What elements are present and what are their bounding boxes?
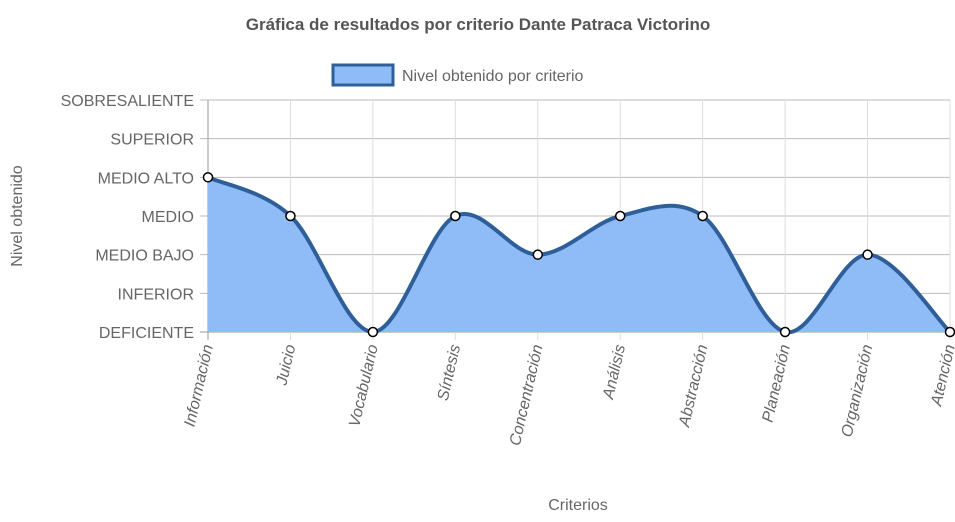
x-tick-label: Atención <box>928 343 955 409</box>
x-tick-label: Organización <box>839 343 877 439</box>
x-tick-label: Planeación <box>760 343 794 424</box>
y-tick-label: INFERIOR <box>118 286 194 303</box>
legend-label[interactable]: Nivel obtenido por criterio <box>402 68 584 85</box>
y-tick-labels: DEFICIENTE INFERIOR MEDIO BAJO MEDIO MEDIO A… <box>61 93 194 342</box>
x-tick-label: Síntesis <box>435 343 464 402</box>
data-point[interactable] <box>614 210 626 222</box>
y-axis-title: Nivel obtenido <box>9 165 26 267</box>
x-tick-label: Información <box>182 343 217 428</box>
y-tick-label: DEFICIENTE <box>99 325 194 342</box>
legend-swatch[interactable] <box>331 63 395 87</box>
data-point[interactable] <box>450 210 461 222</box>
data-point[interactable] <box>367 326 379 338</box>
data-point[interactable] <box>202 172 214 183</box>
y-tick-label: MEDIO ALTO <box>98 170 194 187</box>
data-point[interactable] <box>532 249 544 260</box>
chart-title: Gráfica de resultados por criterio Dante… <box>246 15 711 34</box>
plot-area <box>206 175 952 335</box>
x-tick-label: Juicio <box>273 343 299 388</box>
x-tick-label: Vocabulario <box>346 343 381 429</box>
y-tick-label: MEDIO BAJO <box>95 248 194 265</box>
y-tick-label: SOBRESALIENTE <box>61 93 194 110</box>
data-point[interactable] <box>697 210 708 222</box>
x-tick-label: Análisis <box>600 343 629 402</box>
x-tick-label: Concentración <box>507 343 547 447</box>
series-area <box>208 177 950 333</box>
series-line <box>206 175 952 335</box>
x-axis-title: Criterios <box>548 497 608 514</box>
legend[interactable]: Nivel obtenido por criterio <box>331 63 584 87</box>
data-point[interactable] <box>779 326 791 338</box>
y-tick-label: MEDIO <box>142 209 194 226</box>
x-tick-label: Abstracción <box>676 343 712 429</box>
y-tick-label: SUPERIOR <box>110 132 194 149</box>
data-points <box>202 172 955 338</box>
data-point[interactable] <box>862 249 873 260</box>
data-point[interactable] <box>944 326 955 338</box>
x-tick-labels: Información Juicio Vocabulario Síntesis Conc… <box>182 343 955 447</box>
data-point[interactable] <box>285 210 296 222</box>
